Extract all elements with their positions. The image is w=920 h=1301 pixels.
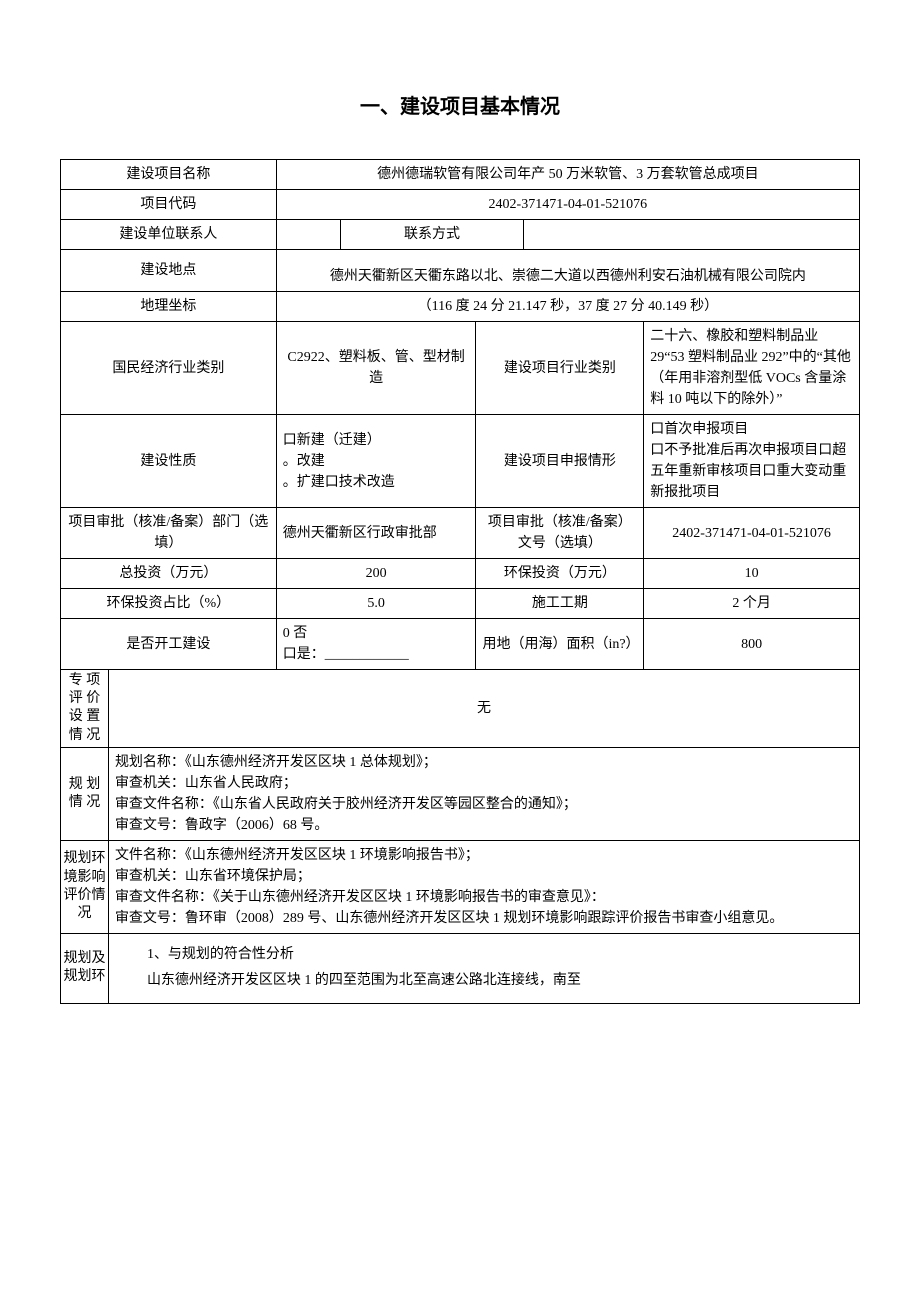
table-row: 规划环境影响评价情况 文件名称：《山东德州经济开发区区块 1 环境影响报告书》；… [61,840,860,933]
plan-line: 审查机关：山东省人民政府； [115,773,853,794]
area-label: 用地（用海）面积（in?） [476,619,644,670]
special-eval-value: 无 [108,670,859,748]
industry-value: C2922、塑料板、管、型材制造 [276,322,476,415]
approval-dept-label: 项目审批（核准/备案）部门（选填） [61,508,277,559]
plan-label: 规 划 情 况 [61,747,109,840]
table-row: 建设项目名称 德州德瑞软管有限公司年产 50 万米软管、3 万套软管总成项目 [61,160,860,190]
project-industry-value: 二十六、橡胶和塑料制品业 29“53 塑料制品业 292”中的“其他（年用非溶剂… [644,322,860,415]
plan-value: 规划名称：《山东德州经济开发区区块 1 总体规划》； 审查机关：山东省人民政府；… [108,747,859,840]
industry-label: 国民经济行业类别 [61,322,277,415]
coords-value: （116 度 24 分 21.147 秒，37 度 27 分 40.149 秒） [276,292,859,322]
project-info-table: 建设项目名称 德州德瑞软管有限公司年产 50 万米软管、3 万套软管总成项目 项… [60,159,860,1004]
report-type-label: 建设项目申报情形 [476,415,644,508]
location-value: 德州天衢新区天衢东路以北、崇德二大道以西德州利安石油机械有限公司院内 [276,250,859,292]
page-title: 一、建设项目基本情况 [60,90,860,119]
project-industry-label: 建设项目行业类别 [476,322,644,415]
total-invest-value: 200 [276,559,476,589]
location-label: 建设地点 [61,250,277,292]
table-row: 专 项 评 价 设 置 情 况 无 [61,670,860,748]
plan-final-label: 规划及规划环 [61,933,109,1003]
nature-value: 口新建（迁建） 。改建 。扩建口技术改造 [276,415,476,508]
plan-line: 规划名称：《山东德州经济开发区区块 1 总体规划》； [115,752,853,773]
plan-final-line: 1、与规划的符合性分析 [119,942,849,969]
plan-line: 审查文件名称：《山东省人民政府关于胶州经济开发区等园区整合的通知》； [115,794,853,815]
env-invest-label: 环保投资（万元） [476,559,644,589]
table-row: 建设性质 口新建（迁建） 。改建 。扩建口技术改造 建设项目申报情形 口首次申报… [61,415,860,508]
table-row: 地理坐标 （116 度 24 分 21.147 秒，37 度 27 分 40.1… [61,292,860,322]
approval-no-value: 2402-371471-04-01-521076 [644,508,860,559]
table-row: 规 划 情 况 规划名称：《山东德州经济开发区区块 1 总体规划》； 审查机关：… [61,747,860,840]
report-type-value: 口首次申报项目 口不予批准后再次申报项目口超五年重新审核项目口重大变动重新报批项… [644,415,860,508]
approval-no-label: 项目审批（核准/备案）文号（选填） [476,508,644,559]
nature-label: 建设性质 [61,415,277,508]
table-row: 规划及规划环 1、与规划的符合性分析 山东德州经济开发区区块 1 的四至范围为北… [61,933,860,1003]
plan-final-value: 1、与规划的符合性分析 山东德州经济开发区区块 1 的四至范围为北至高速公路北连… [108,933,859,1003]
project-code-label: 项目代码 [61,190,277,220]
area-value: 800 [644,619,860,670]
contact-person-value [276,220,340,250]
project-name-label: 建设项目名称 [61,160,277,190]
plan-final-line: 山东德州经济开发区区块 1 的四至范围为北至高速公路北连接线，南至 [119,968,849,995]
coords-label: 地理坐标 [61,292,277,322]
plan-env-value: 文件名称：《山东德州经济开发区区块 1 环境影响报告书》； 审查机关：山东省环境… [108,840,859,933]
env-ratio-value: 5.0 [276,589,476,619]
table-row: 项目审批（核准/备案）部门（选填） 德州天衢新区行政审批部 项目审批（核准/备案… [61,508,860,559]
table-row: 总投资（万元） 200 环保投资（万元） 10 [61,559,860,589]
table-row: 环保投资占比（%） 5.0 施工工期 2 个月 [61,589,860,619]
table-row: 建设单位联系人 联系方式 [61,220,860,250]
env-ratio-label: 环保投资占比（%） [61,589,277,619]
approval-dept-value: 德州天衢新区行政审批部 [276,508,476,559]
total-invest-label: 总投资（万元） [61,559,277,589]
period-value: 2 个月 [644,589,860,619]
started-label: 是否开工建设 [61,619,277,670]
table-row: 是否开工建设 0 否 口是：____________ 用地（用海）面积（in?）… [61,619,860,670]
plan-env-line: 审查文号：鲁环审（2008）289 号、山东德州经济开发区区块 1 规划环境影响… [115,908,853,929]
table-row: 建设地点 德州天衢新区天衢东路以北、崇德二大道以西德州利安石油机械有限公司院内 [61,250,860,292]
contact-method-value [524,220,860,250]
started-value: 0 否 口是：____________ [276,619,476,670]
plan-line: 审查文号：鲁政字（2006）68 号。 [115,815,853,836]
table-row: 项目代码 2402-371471-04-01-521076 [61,190,860,220]
period-label: 施工工期 [476,589,644,619]
special-eval-label: 专 项 评 价 设 置 情 况 [61,670,109,748]
plan-env-line: 审查机关：山东省环境保护局； [115,866,853,887]
contact-person-label: 建设单位联系人 [61,220,277,250]
contact-method-label: 联系方式 [340,220,524,250]
plan-env-line: 文件名称：《山东德州经济开发区区块 1 环境影响报告书》； [115,845,853,866]
plan-env-label: 规划环境影响评价情况 [61,840,109,933]
project-code-value: 2402-371471-04-01-521076 [276,190,859,220]
table-row: 国民经济行业类别 C2922、塑料板、管、型材制造 建设项目行业类别 二十六、橡… [61,322,860,415]
plan-env-line: 审查文件名称：《关于山东德州经济开发区区块 1 环境影响报告书的审查意见》： [115,887,853,908]
project-name-value: 德州德瑞软管有限公司年产 50 万米软管、3 万套软管总成项目 [276,160,859,190]
env-invest-value: 10 [644,559,860,589]
